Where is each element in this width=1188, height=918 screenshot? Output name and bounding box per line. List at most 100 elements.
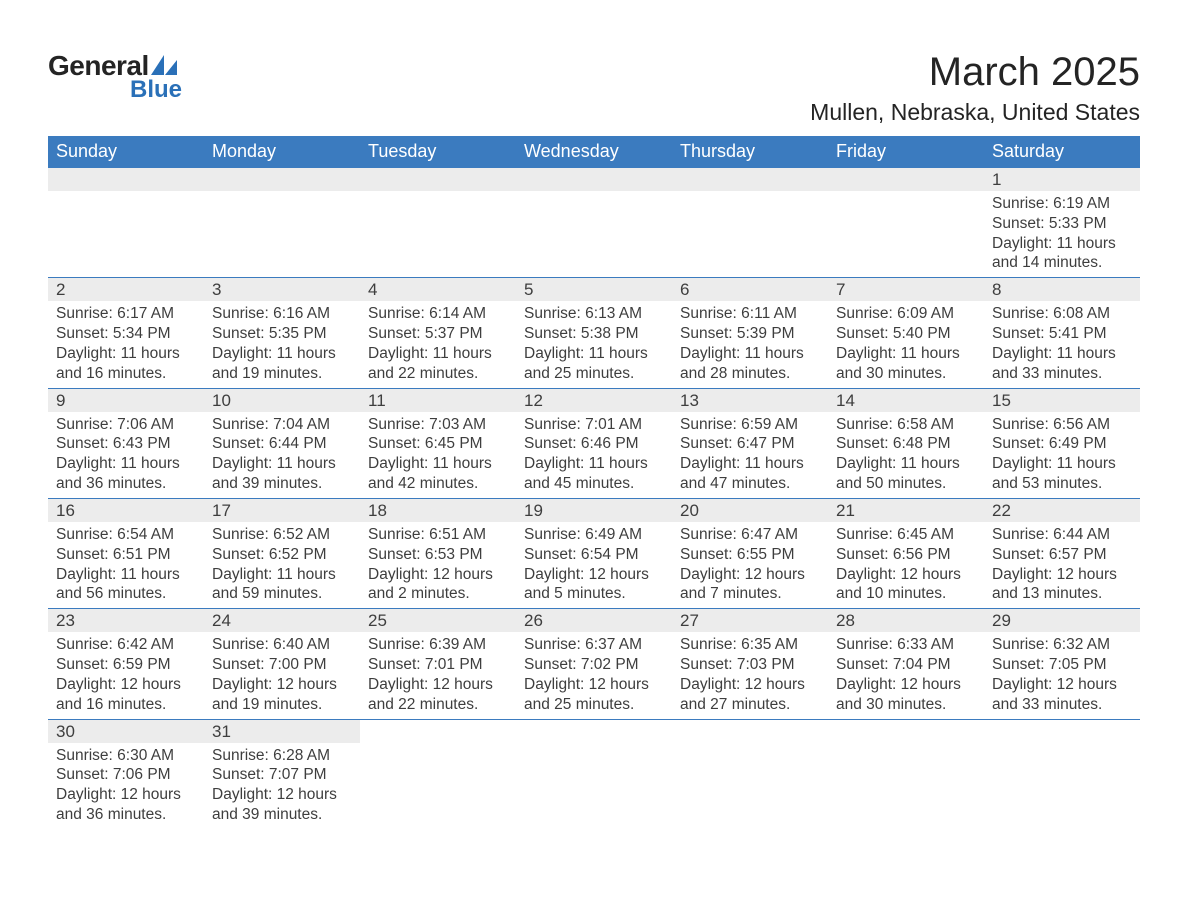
day-cell: 9Sunrise: 7:06 AMSunset: 6:43 PMDaylight… bbox=[48, 389, 204, 498]
sunset-text: Sunset: 7:01 PM bbox=[368, 655, 508, 675]
day-number bbox=[360, 168, 516, 191]
empty-day-cell bbox=[828, 720, 984, 829]
day-details: Sunrise: 6:37 AMSunset: 7:02 PMDaylight:… bbox=[516, 632, 672, 718]
day-number bbox=[828, 168, 984, 191]
day-number: 3 bbox=[204, 278, 360, 301]
sunrise-text: Sunrise: 7:06 AM bbox=[56, 415, 196, 435]
title-block: March 2025 Mullen, Nebraska, United Stat… bbox=[810, 50, 1140, 126]
daylight-text-line1: Daylight: 12 hours bbox=[836, 675, 976, 695]
sunset-text: Sunset: 6:44 PM bbox=[212, 434, 352, 454]
daylight-text-line1: Daylight: 12 hours bbox=[680, 565, 820, 585]
sunrise-text: Sunrise: 6:08 AM bbox=[992, 304, 1132, 324]
sunset-text: Sunset: 5:41 PM bbox=[992, 324, 1132, 344]
daylight-text-line2: and 39 minutes. bbox=[212, 805, 352, 825]
sunset-text: Sunset: 7:00 PM bbox=[212, 655, 352, 675]
sunset-text: Sunset: 6:43 PM bbox=[56, 434, 196, 454]
daylight-text-line1: Daylight: 11 hours bbox=[836, 454, 976, 474]
day-details: Sunrise: 6:33 AMSunset: 7:04 PMDaylight:… bbox=[828, 632, 984, 718]
day-details: Sunrise: 6:32 AMSunset: 7:05 PMDaylight:… bbox=[984, 632, 1140, 718]
sunrise-text: Sunrise: 6:59 AM bbox=[680, 415, 820, 435]
day-number: 11 bbox=[360, 389, 516, 412]
day-cell: 20Sunrise: 6:47 AMSunset: 6:55 PMDayligh… bbox=[672, 499, 828, 608]
day-number: 27 bbox=[672, 609, 828, 632]
daylight-text-line2: and 36 minutes. bbox=[56, 805, 196, 825]
day-cell: 2Sunrise: 6:17 AMSunset: 5:34 PMDaylight… bbox=[48, 278, 204, 387]
day-details: Sunrise: 7:03 AMSunset: 6:45 PMDaylight:… bbox=[360, 412, 516, 498]
day-cell: 13Sunrise: 6:59 AMSunset: 6:47 PMDayligh… bbox=[672, 389, 828, 498]
daylight-text-line2: and 5 minutes. bbox=[524, 584, 664, 604]
day-details: Sunrise: 6:40 AMSunset: 7:00 PMDaylight:… bbox=[204, 632, 360, 718]
day-cell: 29Sunrise: 6:32 AMSunset: 7:05 PMDayligh… bbox=[984, 609, 1140, 718]
daylight-text-line1: Daylight: 11 hours bbox=[368, 454, 508, 474]
sunset-text: Sunset: 6:52 PM bbox=[212, 545, 352, 565]
sunrise-text: Sunrise: 6:58 AM bbox=[836, 415, 976, 435]
day-cell: 15Sunrise: 6:56 AMSunset: 6:49 PMDayligh… bbox=[984, 389, 1140, 498]
daylight-text-line1: Daylight: 12 hours bbox=[836, 565, 976, 585]
sunrise-text: Sunrise: 6:37 AM bbox=[524, 635, 664, 655]
empty-day-cell bbox=[828, 168, 984, 277]
day-details: Sunrise: 6:42 AMSunset: 6:59 PMDaylight:… bbox=[48, 632, 204, 718]
sunrise-text: Sunrise: 6:09 AM bbox=[836, 304, 976, 324]
location-subtitle: Mullen, Nebraska, United States bbox=[810, 99, 1140, 126]
empty-day-cell bbox=[984, 720, 1140, 829]
day-details: Sunrise: 6:59 AMSunset: 6:47 PMDaylight:… bbox=[672, 412, 828, 498]
sunrise-text: Sunrise: 6:44 AM bbox=[992, 525, 1132, 545]
sunset-text: Sunset: 6:57 PM bbox=[992, 545, 1132, 565]
day-details: Sunrise: 6:54 AMSunset: 6:51 PMDaylight:… bbox=[48, 522, 204, 608]
daylight-text-line2: and 16 minutes. bbox=[56, 364, 196, 384]
day-number: 2 bbox=[48, 278, 204, 301]
sunrise-text: Sunrise: 6:33 AM bbox=[836, 635, 976, 655]
day-details: Sunrise: 7:06 AMSunset: 6:43 PMDaylight:… bbox=[48, 412, 204, 498]
daylight-text-line2: and 16 minutes. bbox=[56, 695, 196, 715]
day-cell: 27Sunrise: 6:35 AMSunset: 7:03 PMDayligh… bbox=[672, 609, 828, 718]
sunset-text: Sunset: 6:49 PM bbox=[992, 434, 1132, 454]
daylight-text-line1: Daylight: 11 hours bbox=[56, 454, 196, 474]
day-details: Sunrise: 6:17 AMSunset: 5:34 PMDaylight:… bbox=[48, 301, 204, 387]
daylight-text-line1: Daylight: 11 hours bbox=[680, 344, 820, 364]
sunset-text: Sunset: 6:51 PM bbox=[56, 545, 196, 565]
daylight-text-line2: and 33 minutes. bbox=[992, 695, 1132, 715]
daylight-text-line1: Daylight: 11 hours bbox=[836, 344, 976, 364]
daylight-text-line2: and 27 minutes. bbox=[680, 695, 820, 715]
day-cell: 17Sunrise: 6:52 AMSunset: 6:52 PMDayligh… bbox=[204, 499, 360, 608]
sunset-text: Sunset: 6:47 PM bbox=[680, 434, 820, 454]
sunset-text: Sunset: 6:48 PM bbox=[836, 434, 976, 454]
sunset-text: Sunset: 7:06 PM bbox=[56, 765, 196, 785]
sunrise-text: Sunrise: 6:40 AM bbox=[212, 635, 352, 655]
daylight-text-line1: Daylight: 12 hours bbox=[368, 675, 508, 695]
sunset-text: Sunset: 6:45 PM bbox=[368, 434, 508, 454]
day-number: 13 bbox=[672, 389, 828, 412]
day-cell: 22Sunrise: 6:44 AMSunset: 6:57 PMDayligh… bbox=[984, 499, 1140, 608]
empty-day-cell bbox=[672, 168, 828, 277]
daylight-text-line1: Daylight: 11 hours bbox=[368, 344, 508, 364]
day-number: 22 bbox=[984, 499, 1140, 522]
sunset-text: Sunset: 7:02 PM bbox=[524, 655, 664, 675]
day-details: Sunrise: 6:47 AMSunset: 6:55 PMDaylight:… bbox=[672, 522, 828, 608]
sunrise-text: Sunrise: 6:35 AM bbox=[680, 635, 820, 655]
day-details: Sunrise: 7:04 AMSunset: 6:44 PMDaylight:… bbox=[204, 412, 360, 498]
sunrise-text: Sunrise: 6:42 AM bbox=[56, 635, 196, 655]
sunrise-text: Sunrise: 6:28 AM bbox=[212, 746, 352, 766]
daylight-text-line1: Daylight: 11 hours bbox=[212, 565, 352, 585]
day-details: Sunrise: 6:52 AMSunset: 6:52 PMDaylight:… bbox=[204, 522, 360, 608]
day-cell: 25Sunrise: 6:39 AMSunset: 7:01 PMDayligh… bbox=[360, 609, 516, 718]
day-cell: 21Sunrise: 6:45 AMSunset: 6:56 PMDayligh… bbox=[828, 499, 984, 608]
day-cell: 5Sunrise: 6:13 AMSunset: 5:38 PMDaylight… bbox=[516, 278, 672, 387]
sunrise-text: Sunrise: 7:03 AM bbox=[368, 415, 508, 435]
day-cell: 28Sunrise: 6:33 AMSunset: 7:04 PMDayligh… bbox=[828, 609, 984, 718]
sunrise-text: Sunrise: 6:52 AM bbox=[212, 525, 352, 545]
day-cell: 7Sunrise: 6:09 AMSunset: 5:40 PMDaylight… bbox=[828, 278, 984, 387]
sunset-text: Sunset: 6:56 PM bbox=[836, 545, 976, 565]
daylight-text-line2: and 39 minutes. bbox=[212, 474, 352, 494]
weekday-header-cell: Saturday bbox=[984, 136, 1140, 168]
sunrise-text: Sunrise: 6:39 AM bbox=[368, 635, 508, 655]
empty-day-cell bbox=[204, 168, 360, 277]
daylight-text-line2: and 56 minutes. bbox=[56, 584, 196, 604]
day-number: 20 bbox=[672, 499, 828, 522]
sunrise-text: Sunrise: 7:04 AM bbox=[212, 415, 352, 435]
sunset-text: Sunset: 5:33 PM bbox=[992, 214, 1132, 234]
day-cell: 10Sunrise: 7:04 AMSunset: 6:44 PMDayligh… bbox=[204, 389, 360, 498]
day-cell: 30Sunrise: 6:30 AMSunset: 7:06 PMDayligh… bbox=[48, 720, 204, 829]
day-cell: 16Sunrise: 6:54 AMSunset: 6:51 PMDayligh… bbox=[48, 499, 204, 608]
week-row: 1Sunrise: 6:19 AMSunset: 5:33 PMDaylight… bbox=[48, 168, 1140, 277]
